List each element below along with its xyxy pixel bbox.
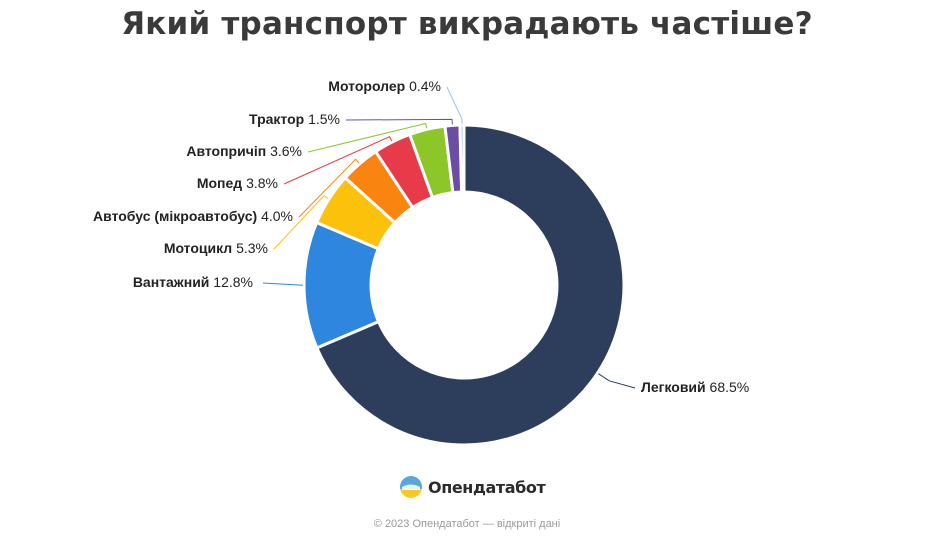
slice-label-мотоцикл: Мотоцикл 5.3% — [164, 240, 268, 256]
slice-label-name: Вантажний — [133, 274, 210, 290]
brand: Опендатабот — [399, 474, 546, 500]
slice-labels: Легковий 68.5% Вантажний 12.8% Мотоцикл 5.… — [93, 78, 749, 395]
slice-label-name: Трактор — [249, 111, 304, 127]
leader-line-трактор — [345, 118, 453, 125]
slice-label-value: 0.4% — [405, 78, 441, 94]
leader-line-автобус-мікроавтобус — [298, 158, 360, 218]
slice-label-name: Автобус (мікроавтобус) — [93, 208, 257, 224]
slice-label-name: Легковий — [641, 379, 706, 395]
leader-line-вантажний — [262, 282, 304, 286]
brand-name: Опендатабот — [428, 477, 546, 497]
slice-label-value: 12.8% — [209, 274, 253, 290]
slice-label-value: 1.5% — [304, 111, 340, 127]
slice-label-автопричіп: Автопричіп 3.6% — [186, 143, 302, 159]
slice-label-автобус-мікроавтобус: Автобус (мікроавтобус) 4.0% — [93, 208, 293, 224]
footer-copyright: © 2023 Опендатабот — відкриті дані — [373, 518, 561, 530]
leader-line-мотоцикл — [273, 195, 329, 250]
donut-slices — [302, 123, 626, 447]
slice-label-вантажний: Вантажний 12.8% — [133, 274, 253, 290]
slice-label-легковий: Легковий 68.5% — [641, 379, 749, 395]
opendatabot-logo-icon — [400, 476, 422, 498]
slice-label-value: 5.3% — [232, 240, 268, 256]
slice-label-name: Мопед — [197, 175, 242, 191]
slice-моторолер — [458, 123, 466, 194]
slice-label-name: Моторолер — [328, 78, 405, 94]
slice-легковий — [315, 123, 626, 447]
slice-label-трактор: Трактор 1.5% — [249, 111, 340, 127]
leader-lines — [262, 86, 636, 389]
slice-label-value: 3.6% — [266, 143, 302, 159]
leader-line-моторолер — [446, 86, 463, 125]
slice-label-value: 4.0% — [257, 208, 293, 224]
slice-label-моторолер: Моторолер 0.4% — [328, 78, 441, 94]
slice-label-name: Автопричіп — [186, 143, 266, 159]
chart-title: Який транспорт викрадають частіше? — [121, 6, 813, 42]
leader-line-автопричіп — [307, 122, 428, 153]
slice-label-name: Мотоцикл — [164, 240, 232, 256]
slice-label-мопед: Мопед 3.8% — [197, 175, 278, 191]
donut-chart: Легковий 68.5% Вантажний 12.8% Мотоцикл 5.… — [93, 78, 749, 447]
slice-label-value: 68.5% — [706, 379, 750, 395]
leader-line-мопед — [283, 136, 393, 185]
slice-label-value: 3.8% — [242, 175, 278, 191]
leader-line-легковий — [598, 373, 636, 389]
